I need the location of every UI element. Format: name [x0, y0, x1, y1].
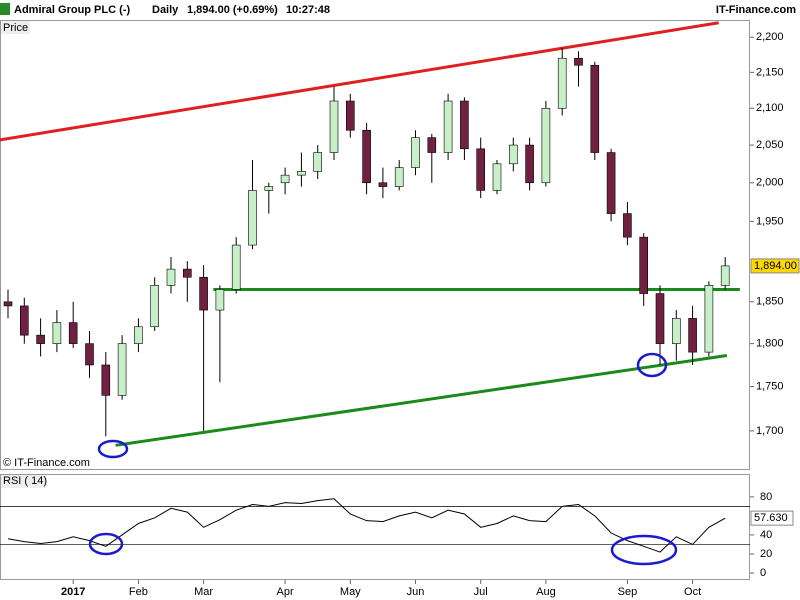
- label-bg: [1, 21, 30, 34]
- y-tick-label: 2,000: [756, 177, 784, 189]
- candle-body: [134, 326, 143, 344]
- panel-label: RSI ( 14): [3, 475, 47, 487]
- time: 10:27:48: [286, 4, 330, 16]
- candle-body: [427, 137, 437, 153]
- x-tick-label: Mar: [194, 586, 213, 598]
- x-tick-label: May: [340, 586, 361, 598]
- x-tick-label: Jul: [474, 586, 488, 598]
- logo-icon: [0, 3, 10, 15]
- last-value-label: 57.630: [754, 512, 788, 524]
- copyright: © IT-Finance.com: [3, 457, 90, 469]
- label-bg: [1, 475, 47, 488]
- y-tick-label: 80: [760, 491, 772, 503]
- y-tick-label: 2,200: [756, 31, 784, 43]
- candle-body: [394, 167, 404, 187]
- candle-body: [655, 293, 665, 344]
- y-tick-label: 20: [760, 548, 772, 560]
- candle-body: [362, 129, 371, 184]
- y-tick-label: 40: [760, 529, 772, 541]
- candle-body: [68, 322, 78, 344]
- candle-body: [345, 100, 355, 131]
- candle-body: [574, 57, 583, 66]
- trendline: [115, 354, 728, 447]
- y-tick-label: 0: [760, 567, 766, 579]
- y-tick-label: 1,700: [756, 425, 784, 437]
- period: Daily: [152, 4, 179, 16]
- candle-body: [166, 268, 176, 286]
- candle-body: [623, 213, 632, 238]
- candle-body: [117, 343, 127, 396]
- trendline: [0, 21, 719, 142]
- y-tick-label: 2,050: [756, 139, 784, 151]
- candle-body: [248, 190, 257, 246]
- y-tick-label: 1,750: [756, 381, 784, 393]
- candle-body: [704, 285, 714, 353]
- quote: 1,894.00 (+0.69%): [187, 4, 278, 16]
- candle-body: [280, 174, 290, 184]
- candle-body: [720, 265, 730, 286]
- x-tick-label: 2017: [61, 586, 85, 598]
- candle-body: [101, 364, 111, 396]
- last-value-box: [750, 510, 794, 526]
- candle-body: [557, 57, 567, 109]
- candle-body: [3, 301, 13, 307]
- candle-body: [443, 100, 453, 153]
- candle-body: [688, 318, 697, 353]
- last-price-box: [750, 258, 800, 274]
- y-tick-label: 1,950: [756, 215, 784, 227]
- x-tick-label: Jun: [407, 586, 425, 598]
- candle-body: [329, 100, 339, 153]
- rsi-panel: [0, 474, 750, 580]
- y-tick-label: 1,800: [756, 338, 784, 350]
- x-tick-label: Feb: [129, 586, 148, 598]
- y-tick-label: 2,100: [756, 102, 784, 114]
- candle-body: [199, 276, 208, 311]
- highlight-circle: [610, 534, 678, 566]
- candle-body: [215, 289, 225, 311]
- candle-body: [492, 163, 502, 191]
- candle-body: [476, 148, 486, 191]
- panel-label: Price: [3, 22, 28, 34]
- candle-body: [52, 322, 62, 344]
- candle-body: [460, 100, 469, 150]
- x-tick-label: Aug: [536, 586, 556, 598]
- candle-body: [671, 318, 681, 344]
- candle-body: [19, 305, 29, 336]
- price-panel: [0, 20, 750, 470]
- highlight-circle: [88, 532, 124, 556]
- candle-body: [231, 244, 241, 290]
- candle-body: [313, 152, 323, 172]
- candle-body: [183, 268, 192, 278]
- candle-body: [85, 343, 94, 366]
- highlight-circle: [97, 439, 129, 459]
- x-tick-label: Apr: [277, 586, 294, 598]
- candle-body: [525, 144, 534, 184]
- candle-body: [297, 171, 306, 176]
- x-tick-label: Sep: [618, 586, 638, 598]
- candle-body: [411, 137, 420, 168]
- candle-body: [150, 285, 159, 328]
- candle-body: [378, 182, 388, 187]
- candle-body: [639, 236, 649, 294]
- highlight-circle: [636, 352, 668, 378]
- x-tick-label: Oct: [684, 586, 701, 598]
- title: Admiral Group PLC (-): [14, 4, 130, 16]
- candle-body: [590, 64, 600, 153]
- candle-body: [508, 144, 518, 165]
- brand: IT-Finance.com: [716, 4, 796, 16]
- rsi-line: [7, 498, 726, 553]
- candle-body: [264, 186, 274, 191]
- last-price-label: 1,894.00: [754, 260, 797, 272]
- candle-body: [541, 107, 551, 184]
- y-tick-label: 2,150: [756, 66, 784, 78]
- y-tick-label: 1,850: [756, 296, 784, 308]
- candle-body: [36, 334, 45, 344]
- candle-body: [606, 152, 616, 214]
